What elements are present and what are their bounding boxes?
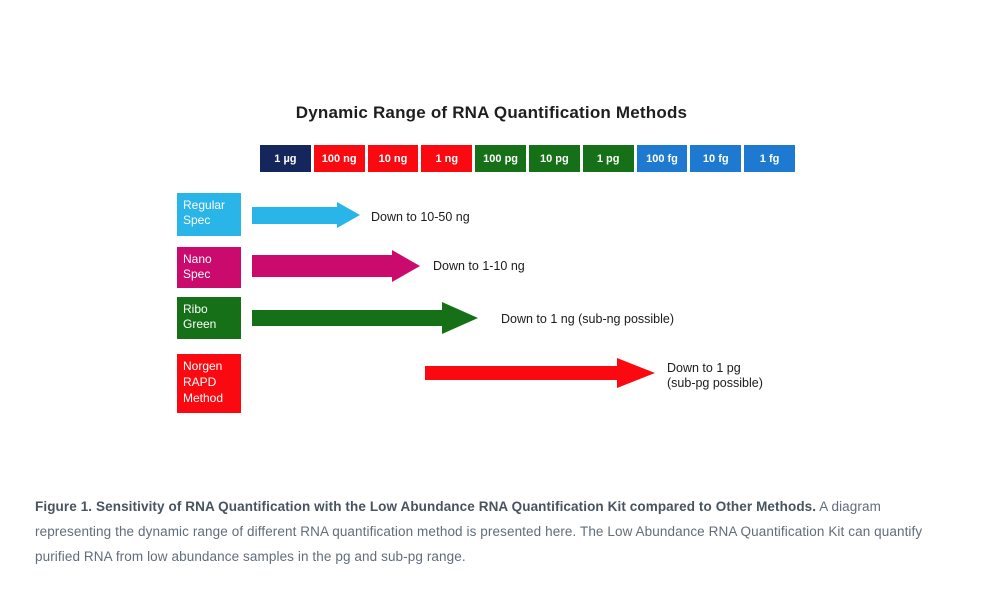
- scale-cell-1ng: 1 ng: [421, 145, 473, 172]
- scale-cell-100fg: 100 fg: [636, 145, 688, 172]
- scale-cell-10pg: 10 pg: [528, 145, 580, 172]
- nano-spec-range-arrow: [252, 250, 420, 282]
- ribo-green-annotation: Down to 1 ng (sub-ng possible): [501, 312, 675, 326]
- norgen-rapd-annotation: Down to 1 pg (sub-pg possible): [667, 361, 763, 391]
- method-label-line: Nano: [183, 252, 212, 266]
- arrow-shape: [425, 358, 655, 388]
- scale-cell-1ug: 1 µg: [260, 145, 311, 172]
- caption-body-text: A diagram representing the dynamic range…: [35, 499, 923, 564]
- method-label-norgen-rapd: Norgen RAPD Method: [177, 354, 241, 413]
- method-label-line: Method: [183, 391, 224, 405]
- scale-cell-1fg: 1 fg: [744, 145, 795, 172]
- caption-bold-lead: Figure 1. Sensitivity of RNA Quantificat…: [35, 499, 817, 514]
- arrow-shape: [252, 250, 420, 282]
- concentration-scale-bar: 1 µg 100 ng 10 ng 1 ng 100 pg 10 pg 1 pg…: [260, 145, 795, 172]
- method-label-line: Regular: [183, 198, 226, 212]
- scale-cell-1pg: 1 pg: [582, 145, 634, 172]
- arrow-shape: [252, 202, 360, 228]
- method-label-line: Ribo: [183, 302, 208, 316]
- method-label-line: Norgen: [183, 359, 223, 373]
- method-label-line: Spec: [183, 213, 211, 227]
- ribo-green-range-arrow: [252, 302, 478, 334]
- scale-cell-100pg: 100 pg: [475, 145, 526, 172]
- method-label-nano-spec: Nano Spec: [177, 247, 241, 288]
- norgen-rapd-range-arrow: [425, 358, 655, 388]
- figure-caption: Figure 1. Sensitivity of RNA Quantificat…: [35, 494, 947, 569]
- method-label-regular-spec: Regular Spec: [177, 193, 241, 236]
- scale-cell-10ng: 10 ng: [367, 145, 419, 172]
- annotation-line: Down to 1 pg: [667, 361, 741, 375]
- method-label-line: Green: [183, 317, 217, 331]
- method-label-ribo-green: Ribo Green: [177, 297, 241, 339]
- scale-cell-100ng: 100 ng: [313, 145, 365, 172]
- method-label-line: Spec: [183, 267, 211, 281]
- regular-spec-annotation: Down to 10-50 ng: [371, 210, 470, 224]
- nano-spec-annotation: Down to 1-10 ng: [433, 259, 525, 273]
- scale-cell-10fg: 10 fg: [690, 145, 742, 172]
- arrow-shape: [252, 302, 478, 334]
- regular-spec-range-arrow: [252, 202, 360, 228]
- figure-title: Dynamic Range of RNA Quantification Meth…: [295, 103, 688, 122]
- method-label-line: RAPD: [183, 375, 217, 389]
- annotation-line: (sub-pg possible): [667, 376, 763, 390]
